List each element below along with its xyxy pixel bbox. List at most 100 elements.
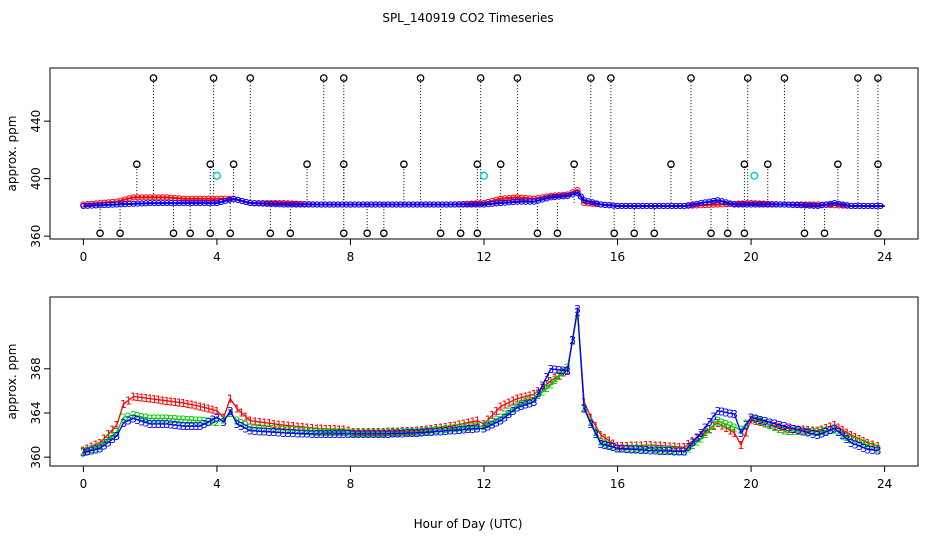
series-point (843, 202, 851, 209)
series-marker: 3 (844, 433, 851, 446)
series-marker: 1 (285, 420, 292, 433)
series-point (710, 201, 717, 208)
series-marker: 2 (819, 425, 826, 438)
series-point (702, 199, 709, 206)
series-marker: 1 (514, 393, 521, 406)
series-point (414, 201, 421, 208)
series-marker: 2 (238, 417, 245, 430)
series-marker: 1 (676, 441, 683, 454)
series-point (255, 200, 262, 207)
series-point (597, 201, 604, 208)
series-marker: 1 (602, 432, 609, 445)
series-point (510, 198, 517, 206)
series-marker: 3 (514, 401, 521, 414)
series-point (497, 199, 504, 207)
outlier-low-point (363, 229, 372, 238)
series-marker: 2 (781, 425, 788, 438)
series-marker: 3 (227, 405, 234, 418)
series-marker: 2 (314, 426, 321, 439)
series-point (722, 199, 730, 206)
series-point (718, 198, 725, 205)
series-marker: 1 (318, 423, 325, 436)
series-marker: 3 (662, 445, 669, 458)
series-point (222, 197, 229, 205)
series-point (180, 199, 187, 207)
series-marker: 2 (810, 426, 817, 439)
series-marker: 1 (531, 388, 538, 401)
series-marker: 1 (864, 437, 871, 450)
series-marker: 2 (752, 413, 759, 426)
series-marker: 1 (723, 422, 730, 435)
series-point (163, 194, 170, 201)
series-point (105, 201, 112, 208)
series-marker: 1 (738, 439, 745, 452)
x-axis-label: Hour of Day (UTC) (414, 517, 523, 531)
series-marker: 2 (220, 414, 227, 427)
series-point (359, 201, 367, 208)
series-marker: 1 (168, 395, 175, 408)
series-marker: 2 (345, 426, 352, 439)
series-marker: 2 (151, 413, 158, 426)
series-point (130, 194, 137, 201)
series-marker: 3 (539, 379, 546, 392)
series-marker: 2 (285, 424, 292, 437)
y-tick-label: 368 (29, 357, 43, 380)
series-marker: 2 (290, 424, 297, 437)
series-marker: 2 (447, 422, 454, 435)
series-marker: 1 (84, 443, 91, 456)
series-point (443, 201, 450, 208)
series-marker: 1 (844, 427, 851, 440)
series-marker: 1 (485, 414, 492, 427)
series-point (142, 200, 150, 207)
series-marker: 1 (151, 393, 158, 406)
series-point (88, 202, 95, 209)
series-point (785, 201, 792, 208)
series-marker: 3 (205, 416, 212, 429)
series-point (138, 194, 145, 201)
series-marker: 2 (101, 437, 108, 450)
series-marker: 3 (159, 418, 166, 431)
series-marker: 1 (261, 417, 268, 430)
series-marker: 2 (689, 439, 696, 452)
series-marker: 3 (526, 397, 533, 410)
series-marker: 2 (247, 421, 254, 434)
outlier-low-point (436, 229, 445, 238)
outlier-low-point (286, 229, 295, 238)
series-point (468, 201, 475, 208)
series-point (752, 201, 759, 208)
series-point (376, 201, 383, 208)
series-marker: 2 (685, 442, 692, 455)
series-marker: 3 (419, 427, 426, 440)
outlier-low-point (379, 229, 388, 238)
series-marker: 2 (331, 426, 338, 439)
series-point (489, 200, 496, 207)
series-marker: 3 (193, 420, 200, 433)
series-marker: 3 (864, 443, 871, 456)
series-marker: 1 (497, 400, 504, 413)
series-point (681, 202, 688, 210)
series-marker: 1 (597, 429, 604, 442)
series-marker: 3 (465, 423, 472, 436)
series-point (868, 202, 876, 210)
series-marker: 2 (180, 414, 187, 427)
x-tick-label: 20 (743, 477, 758, 491)
series-point (735, 201, 742, 208)
series-point (814, 202, 821, 210)
series-point (685, 202, 692, 209)
series-marker: 2 (184, 414, 191, 427)
series-marker: 3 (767, 416, 774, 429)
series-point (151, 199, 158, 207)
series-point (831, 199, 838, 207)
outlier-mid-point (496, 160, 505, 169)
series-marker: 2 (535, 389, 542, 402)
series-marker: 2 (543, 382, 550, 395)
series-marker: 2 (698, 432, 705, 445)
series-marker: 1 (280, 419, 287, 432)
series-point (113, 201, 120, 208)
series-point (159, 199, 166, 207)
series-point (631, 202, 638, 210)
series-marker: 3 (551, 363, 558, 376)
series-marker: 3 (835, 426, 842, 439)
series-marker: 3 (518, 400, 525, 413)
outlier-high-point (416, 74, 425, 82)
